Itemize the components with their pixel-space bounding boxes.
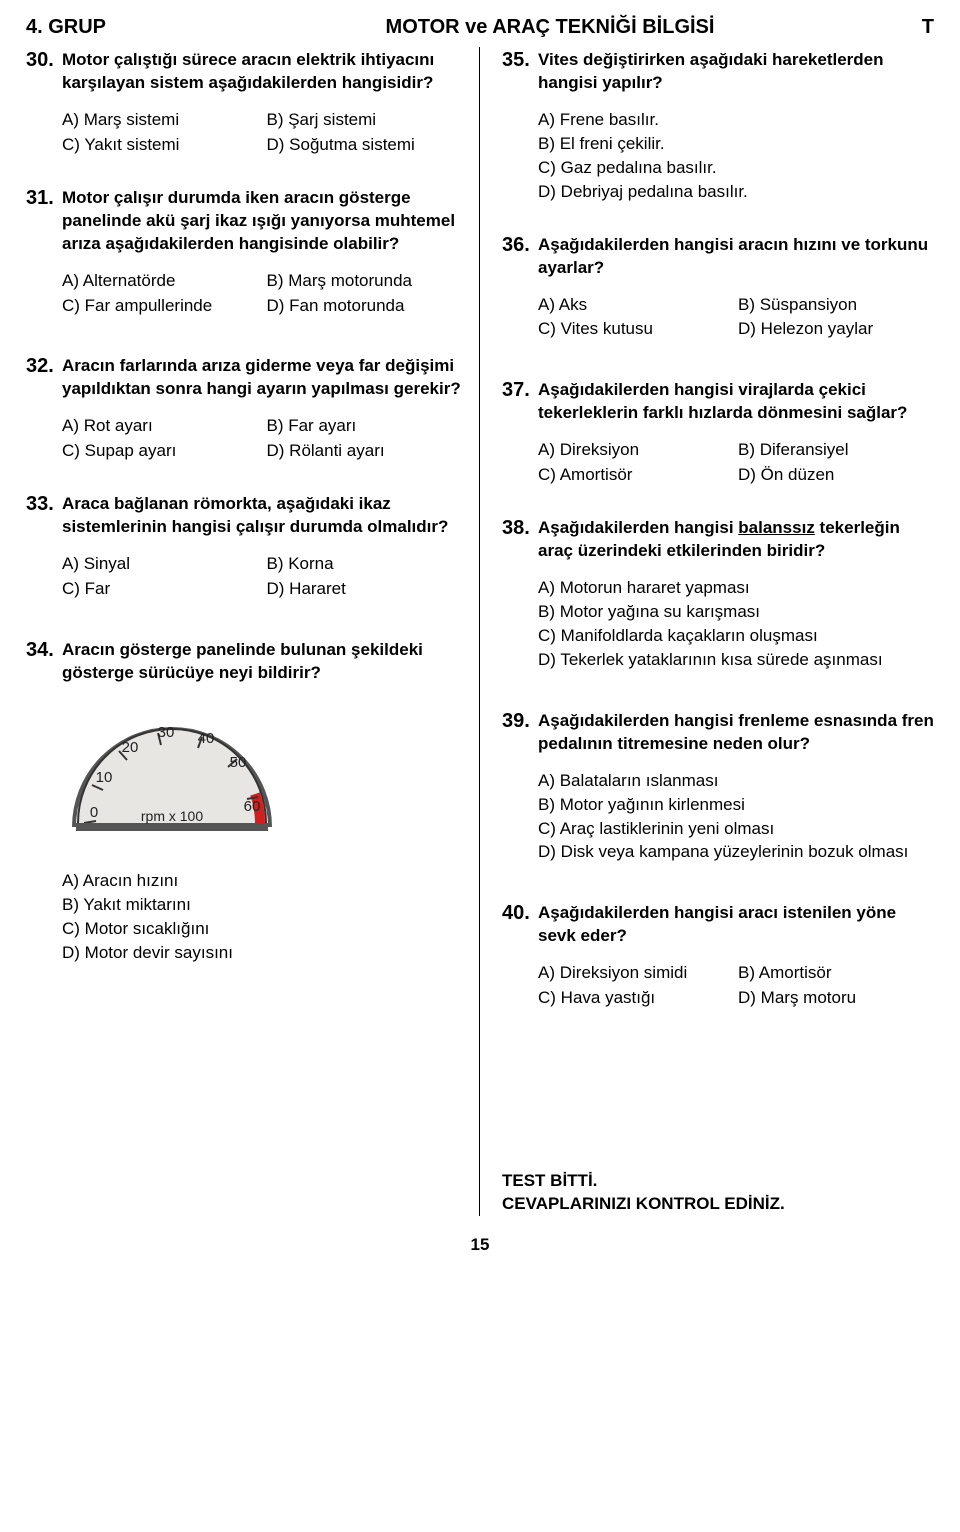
question-40: 40. Aşağıdakilerden hangisi aracı isteni… <box>502 900 934 1010</box>
question-37: 37. Aşağıdakilerden hangisi virajlarda ç… <box>502 377 934 487</box>
question-number: 36. <box>502 232 538 259</box>
question-number: 31. <box>26 185 62 212</box>
option-b: B) Şarj sistemi <box>267 109 468 132</box>
question-number: 33. <box>26 491 62 518</box>
svg-text:50: 50 <box>230 754 247 771</box>
option-b: B) Süspansiyon <box>738 294 934 317</box>
option-a: A) Aks <box>538 294 734 317</box>
option-d: D) Disk veya kampana yüzeylerinin bozuk … <box>538 841 934 864</box>
question-text: Aşağıdakilerden hangisi aracı istenilen … <box>538 900 934 948</box>
option-d: D) Soğutma sistemi <box>267 134 468 157</box>
option-d: D) Tekerlek yataklarının kısa sürede aşı… <box>538 649 934 672</box>
option-a: A) Direksiyon simidi <box>538 962 734 985</box>
svg-text:30: 30 <box>158 724 175 741</box>
page-number: 15 <box>26 1234 934 1257</box>
option-b: B) El freni çekilir. <box>538 133 934 156</box>
option-d: D) Debriyaj pedalına basılır. <box>538 181 934 204</box>
option-c: C) Amortisör <box>538 464 734 487</box>
end-note: TEST BİTTİ. CEVAPLARINIZI KONTROL EDİNİZ… <box>502 1170 934 1216</box>
left-column: 30. Motor çalıştığı sürece aracın elektr… <box>26 47 480 1216</box>
question-39: 39. Aşağıdakilerden hangisi frenleme esn… <box>502 708 934 865</box>
option-b: B) Far ayarı <box>267 415 468 438</box>
svg-text:10: 10 <box>96 769 113 786</box>
option-c: C) Far <box>62 578 263 601</box>
rpm-gauge-icon: 0 10 20 30 40 50 60 rpm x 100 <box>62 699 282 849</box>
question-number: 39. <box>502 708 538 735</box>
option-a: A) Rot ayarı <box>62 415 263 438</box>
question-number: 40. <box>502 900 538 927</box>
option-c: C) Supap ayarı <box>62 440 263 463</box>
gauge-unit-label: rpm x 100 <box>141 808 203 824</box>
option-c: C) Manifoldlarda kaçakların oluşması <box>538 625 934 648</box>
end-note-line2: CEVAPLARINIZI KONTROL EDİNİZ. <box>502 1193 934 1216</box>
question-text: Aracın gösterge panelinde bulunan şekild… <box>62 637 467 685</box>
question-number: 30. <box>26 47 62 74</box>
question-number: 34. <box>26 637 62 664</box>
option-d: D) Motor devir sayısını <box>62 942 467 965</box>
option-c: C) Hava yastığı <box>538 987 734 1010</box>
question-text: Araca bağlanan römorkta, aşağıdaki ikaz … <box>62 491 467 539</box>
question-32: 32. Aracın farlarında arıza giderme veya… <box>26 353 467 463</box>
question-number: 32. <box>26 353 62 380</box>
question-38: 38. Aşağıdakilerden hangisi balanssız te… <box>502 515 934 672</box>
question-31: 31. Motor çalışır durumda iken aracın gö… <box>26 185 467 318</box>
option-c: C) Gaz pedalına basılır. <box>538 157 934 180</box>
group-label: 4. GRUP <box>26 14 226 41</box>
option-b: B) Marş motorunda <box>267 270 468 293</box>
q-text-pre: Aşağıdakilerden hangisi <box>538 518 738 537</box>
q-text-underlined: balanssız <box>738 518 815 537</box>
option-c: C) Yakıt sistemi <box>62 134 263 157</box>
option-b: B) Motor yağına su karışması <box>538 601 934 624</box>
option-d: D) Ön düzen <box>738 464 934 487</box>
option-d: D) Hararet <box>267 578 468 601</box>
question-text: Aracın farlarında arıza giderme veya far… <box>62 353 467 401</box>
option-d: D) Helezon yaylar <box>738 318 934 341</box>
question-33: 33. Araca bağlanan römorkta, aşağıdaki i… <box>26 491 467 601</box>
page-header: 4. GRUP MOTOR ve ARAÇ TEKNİĞİ BİLGİSİ T <box>26 14 934 41</box>
option-c: C) Far ampullerinde <box>62 295 263 318</box>
option-c: C) Vites kutusu <box>538 318 734 341</box>
option-b: B) Motor yağının kirlenmesi <box>538 794 934 817</box>
question-36: 36. Aşağıdakilerden hangisi aracın hızın… <box>502 232 934 342</box>
option-b: B) Amortisör <box>738 962 934 985</box>
option-a: A) Frene basılır. <box>538 109 934 132</box>
question-30: 30. Motor çalıştığı sürece aracın elektr… <box>26 47 467 157</box>
end-note-line1: TEST BİTTİ. <box>502 1170 934 1193</box>
question-text: Aşağıdakilerden hangisi balanssız tekerl… <box>538 515 934 563</box>
svg-text:0: 0 <box>90 804 98 821</box>
option-a: A) Direksiyon <box>538 439 734 462</box>
svg-text:60: 60 <box>244 798 261 815</box>
question-text: Aşağıdakilerden hangisi aracın hızını ve… <box>538 232 934 280</box>
question-text: Motor çalışır durumda iken aracın göster… <box>62 185 467 256</box>
question-text: Aşağıdakilerden hangisi frenleme esnasın… <box>538 708 934 756</box>
svg-text:20: 20 <box>122 739 139 756</box>
option-c: C) Motor sıcaklığını <box>62 918 467 941</box>
question-text: Aşağıdakilerden hangisi virajlarda çekic… <box>538 377 934 425</box>
option-d: D) Fan motorunda <box>267 295 468 318</box>
option-c: C) Araç lastiklerinin yeni olması <box>538 818 934 841</box>
question-number: 35. <box>502 47 538 74</box>
option-a: A) Alternatörde <box>62 270 263 293</box>
question-number: 38. <box>502 515 538 542</box>
question-text: Motor çalıştığı sürece aracın elektrik i… <box>62 47 467 95</box>
option-a: A) Balataların ıslanması <box>538 770 934 793</box>
option-b: B) Diferansiyel <box>738 439 934 462</box>
option-a: A) Marş sistemi <box>62 109 263 132</box>
option-a: A) Sinyal <box>62 553 263 576</box>
svg-text:40: 40 <box>198 730 215 747</box>
option-b: B) Korna <box>267 553 468 576</box>
question-35: 35. Vites değiştirirken aşağıdaki hareke… <box>502 47 934 204</box>
question-text: Vites değiştirirken aşağıdaki hareketler… <box>538 47 934 95</box>
booklet-code: T <box>874 14 934 41</box>
question-number: 37. <box>502 377 538 404</box>
question-34: 34. Aracın gösterge panelinde bulunan şe… <box>26 637 467 965</box>
option-d: D) Rölanti ayarı <box>267 440 468 463</box>
option-b: B) Yakıt miktarını <box>62 894 467 917</box>
option-a: A) Aracın hızını <box>62 870 467 893</box>
right-column: 35. Vites değiştirirken aşağıdaki hareke… <box>480 47 934 1216</box>
option-d: D) Marş motoru <box>738 987 934 1010</box>
option-a: A) Motorun hararet yapması <box>538 577 934 600</box>
section-title: MOTOR ve ARAÇ TEKNİĞİ BİLGİSİ <box>226 14 874 41</box>
